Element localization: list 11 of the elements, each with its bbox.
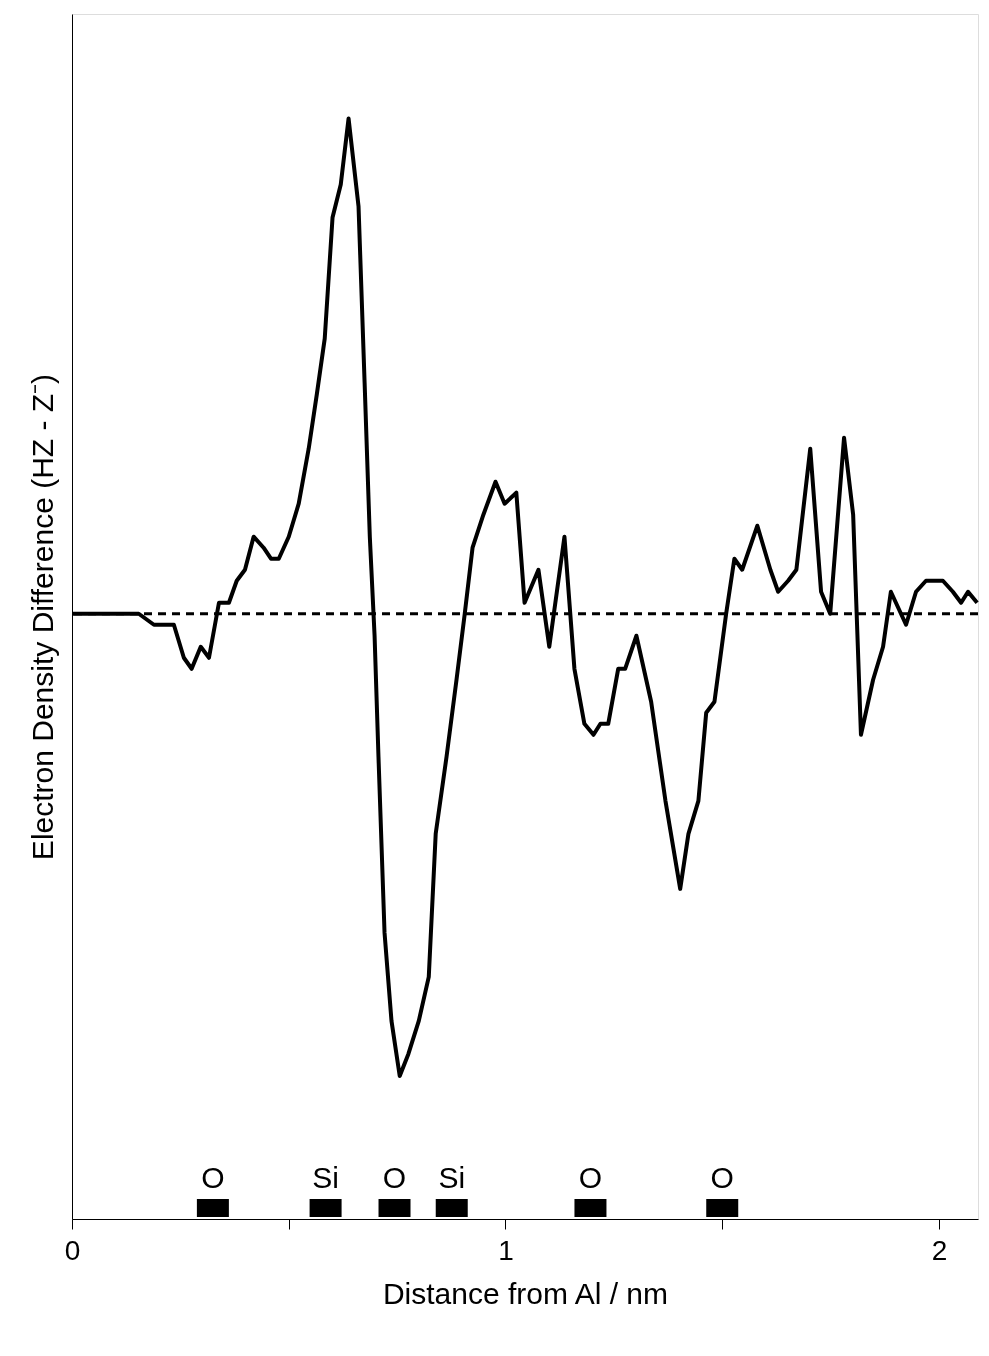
x-tick-label: 0	[64, 1234, 81, 1266]
annotation: O	[382, 1161, 407, 1194]
x-tick-label: 1	[498, 1234, 514, 1266]
x-tick-label: 2	[931, 1234, 948, 1266]
annotation: O	[201, 1161, 225, 1194]
y-axis-title: Electron Density Difference (HZ - Z⁻)	[25, 373, 59, 861]
annotation: Si	[438, 1161, 466, 1194]
annotation: O	[578, 1161, 603, 1194]
annotation: O	[710, 1161, 734, 1194]
x-axis-title: Distance from Al / nm	[382, 1276, 669, 1310]
annotation: Si	[312, 1161, 339, 1194]
